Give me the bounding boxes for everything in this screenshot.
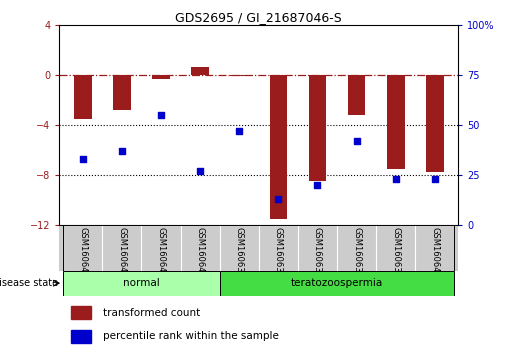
Bar xyxy=(426,75,444,172)
Point xyxy=(235,128,244,133)
Text: GSM160643: GSM160643 xyxy=(157,227,165,278)
Bar xyxy=(220,271,454,296)
Text: transformed count: transformed count xyxy=(103,308,200,318)
Point xyxy=(391,176,400,182)
Bar xyxy=(63,271,220,296)
Text: GSM160637: GSM160637 xyxy=(313,227,322,278)
Text: GSM160638: GSM160638 xyxy=(352,227,361,278)
Text: percentile rank within the sample: percentile rank within the sample xyxy=(103,331,279,342)
Point xyxy=(118,148,126,154)
Text: GSM160640: GSM160640 xyxy=(431,227,439,278)
Point xyxy=(157,112,165,118)
Text: GSM160635: GSM160635 xyxy=(235,227,244,278)
Bar xyxy=(308,75,327,181)
Bar xyxy=(387,75,405,169)
Bar xyxy=(230,75,248,76)
Bar xyxy=(152,75,170,79)
Text: GSM160642: GSM160642 xyxy=(117,227,126,278)
Bar xyxy=(191,67,209,75)
Text: GSM160636: GSM160636 xyxy=(274,227,283,278)
Title: GDS2695 / GI_21687046-S: GDS2695 / GI_21687046-S xyxy=(176,11,342,24)
Bar xyxy=(348,75,366,115)
Point xyxy=(313,182,321,188)
Bar xyxy=(71,307,91,319)
Text: normal: normal xyxy=(123,278,160,288)
Point xyxy=(196,168,204,173)
Point xyxy=(431,176,439,182)
Point xyxy=(79,156,87,162)
Bar xyxy=(74,75,92,119)
Point xyxy=(352,138,360,144)
Point xyxy=(274,196,282,202)
Text: GSM160644: GSM160644 xyxy=(196,227,204,278)
Bar xyxy=(269,75,287,218)
Text: GSM160639: GSM160639 xyxy=(391,227,400,278)
Text: disease state: disease state xyxy=(0,278,58,288)
Bar xyxy=(71,330,91,343)
Text: GSM160641: GSM160641 xyxy=(78,227,87,278)
Bar xyxy=(113,75,131,110)
Text: teratozoospermia: teratozoospermia xyxy=(291,278,383,288)
